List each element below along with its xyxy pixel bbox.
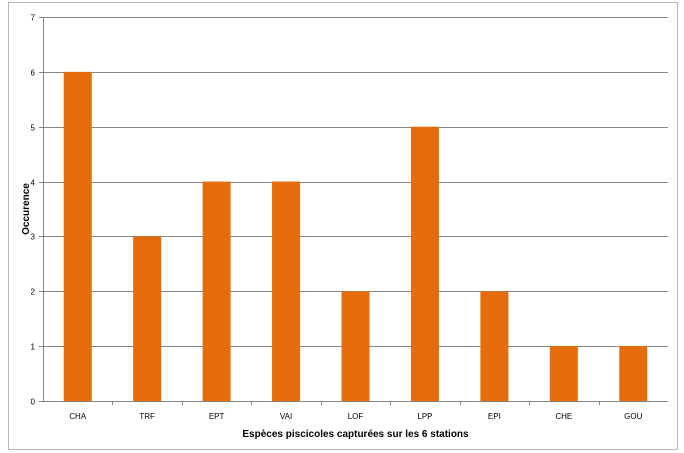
x-tick-label: VAI	[280, 412, 292, 421]
bar-lpp	[410, 126, 439, 401]
x-tick-label: GOU	[624, 412, 642, 421]
x-tick-label: LPP	[417, 412, 432, 421]
bar-trf	[133, 236, 162, 401]
bar-gou	[619, 346, 648, 401]
y-tick-label: 1	[31, 343, 36, 352]
x-tick-label: LOF	[348, 412, 364, 421]
bar-vai	[272, 181, 301, 401]
bar-che	[549, 346, 578, 401]
x-tick-label: TRF	[139, 412, 155, 421]
y-tick-label: 0	[31, 398, 36, 407]
bar-ept	[202, 181, 231, 401]
bars	[63, 71, 648, 401]
x-tick-label: EPI	[488, 412, 501, 421]
bar-cha	[63, 71, 92, 401]
x-tick-label: EPT	[209, 412, 225, 421]
y-tick-label: 4	[31, 179, 36, 188]
y-tick-label: 7	[31, 14, 36, 23]
y-axis-title: Occurence	[21, 183, 32, 235]
y-tick-label: 3	[31, 233, 36, 242]
bar-lof	[341, 291, 370, 401]
y-tick-label: 6	[31, 69, 36, 78]
x-tick-label: CHE	[555, 412, 572, 421]
axes	[43, 17, 668, 402]
x-axis-title: Espèces piscicoles capturées sur les 6 s…	[242, 429, 469, 440]
y-tick-label: 5	[31, 124, 36, 133]
y-tick-label: 2	[31, 288, 36, 297]
bar-epi	[480, 291, 509, 401]
x-tick-label: CHA	[69, 412, 87, 421]
y-tick-labels: 0 1 2 3 4 5 6 7	[31, 14, 36, 407]
x-tick-labels: CHA TRF EPT VAI LOF LPP EPI CHE GOU	[69, 412, 642, 421]
